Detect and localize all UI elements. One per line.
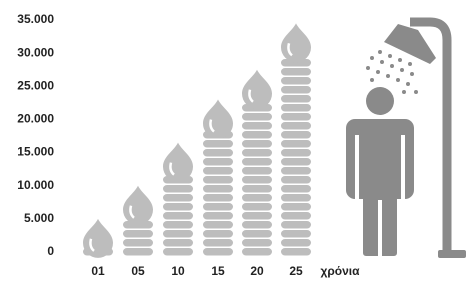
drop-stack-bar bbox=[281, 23, 311, 255]
stack-disc bbox=[242, 158, 272, 166]
stack-disc bbox=[281, 239, 311, 247]
stack-disc bbox=[242, 248, 272, 256]
stack-disc bbox=[203, 140, 233, 148]
y-tick-label: 35.000 bbox=[17, 12, 54, 26]
stack-disc bbox=[281, 68, 311, 76]
stack-disc bbox=[281, 77, 311, 85]
y-tick-label: 25.000 bbox=[17, 78, 54, 92]
stack-disc bbox=[203, 212, 233, 220]
stack-disc bbox=[242, 239, 272, 247]
stack-disc bbox=[203, 239, 233, 247]
stack-disc bbox=[163, 185, 193, 193]
stack-disc bbox=[242, 212, 272, 220]
stack-disc bbox=[163, 194, 193, 202]
drop-stack-bar bbox=[83, 219, 113, 258]
stack-disc bbox=[281, 140, 311, 148]
stack-disc bbox=[203, 158, 233, 166]
stack-disc bbox=[163, 248, 193, 256]
stack-disc bbox=[281, 230, 311, 238]
x-tick-label: 15 bbox=[211, 264, 225, 278]
drop bbox=[242, 70, 272, 109]
chart: χρόνια 0 5.000 10.000 15.000 20.000 25.000 30.… bbox=[0, 0, 468, 281]
stack-disc bbox=[281, 113, 311, 121]
y-tick-label: 30.000 bbox=[17, 45, 54, 59]
stack-disc bbox=[281, 86, 311, 94]
stack-disc bbox=[242, 149, 272, 157]
stack-disc bbox=[203, 230, 233, 238]
stack-disc bbox=[281, 212, 311, 220]
stack-disc bbox=[123, 248, 153, 256]
stack-disc bbox=[203, 248, 233, 256]
stack-disc bbox=[242, 230, 272, 238]
stack-disc bbox=[242, 113, 272, 121]
stack-disc bbox=[203, 194, 233, 202]
stack-disc bbox=[281, 176, 311, 184]
stack-disc bbox=[281, 248, 311, 256]
drop-stack-bar bbox=[203, 100, 233, 256]
stack-disc bbox=[123, 239, 153, 247]
stack-disc bbox=[163, 203, 193, 211]
stack-disc bbox=[163, 221, 193, 229]
stack-disc bbox=[242, 185, 272, 193]
y-tick-label: 0 bbox=[47, 244, 54, 258]
drop bbox=[203, 100, 233, 139]
stack-disc bbox=[242, 122, 272, 130]
x-tick-label: 05 bbox=[131, 264, 145, 278]
drop bbox=[281, 23, 311, 62]
stack-disc bbox=[281, 221, 311, 229]
stack-disc bbox=[242, 131, 272, 139]
stack-disc bbox=[281, 194, 311, 202]
stack-disc bbox=[281, 104, 311, 112]
page: {"chart_data": {"type": "drop-stack", "x… bbox=[0, 0, 468, 281]
stack-disc bbox=[203, 167, 233, 175]
y-tick-label: 10.000 bbox=[17, 178, 54, 192]
drop-stack-bar bbox=[163, 143, 193, 256]
x-tick-label: 01 bbox=[91, 264, 105, 278]
stack-disc bbox=[242, 140, 272, 148]
stack-disc bbox=[163, 239, 193, 247]
x-axis-label: χρόνια bbox=[320, 264, 360, 278]
drop bbox=[163, 143, 193, 182]
shower-spray bbox=[366, 50, 418, 94]
stack-disc bbox=[281, 185, 311, 193]
y-tick-label: 15.000 bbox=[17, 145, 54, 159]
stack-disc bbox=[163, 230, 193, 238]
shower-person-icon bbox=[346, 22, 466, 258]
stack-disc bbox=[203, 203, 233, 211]
drop-stack-bar bbox=[123, 186, 153, 256]
stack-disc bbox=[123, 230, 153, 238]
stack-disc bbox=[203, 176, 233, 184]
drop bbox=[123, 186, 153, 225]
stack-disc bbox=[242, 221, 272, 229]
y-tick-label: 5.000 bbox=[24, 211, 54, 225]
x-tick-label: 10 bbox=[171, 264, 185, 278]
x-tick-label: 25 bbox=[289, 264, 303, 278]
stack-disc bbox=[242, 176, 272, 184]
stack-disc bbox=[242, 194, 272, 202]
stack-disc bbox=[281, 122, 311, 130]
stack-disc bbox=[203, 149, 233, 157]
y-tick-label: 20.000 bbox=[17, 112, 54, 126]
stack-disc bbox=[203, 221, 233, 229]
stack-disc bbox=[281, 167, 311, 175]
stack-disc bbox=[203, 185, 233, 193]
stack-disc bbox=[281, 158, 311, 166]
drop bbox=[83, 219, 113, 258]
stack-disc bbox=[281, 131, 311, 139]
stack-disc bbox=[281, 203, 311, 211]
stack-disc bbox=[242, 167, 272, 175]
stack-disc bbox=[281, 149, 311, 157]
x-tick-label: 20 bbox=[250, 264, 264, 278]
stack-disc bbox=[163, 212, 193, 220]
stack-disc bbox=[242, 203, 272, 211]
drop-stack-bar bbox=[242, 70, 272, 256]
stack-disc bbox=[281, 95, 311, 103]
